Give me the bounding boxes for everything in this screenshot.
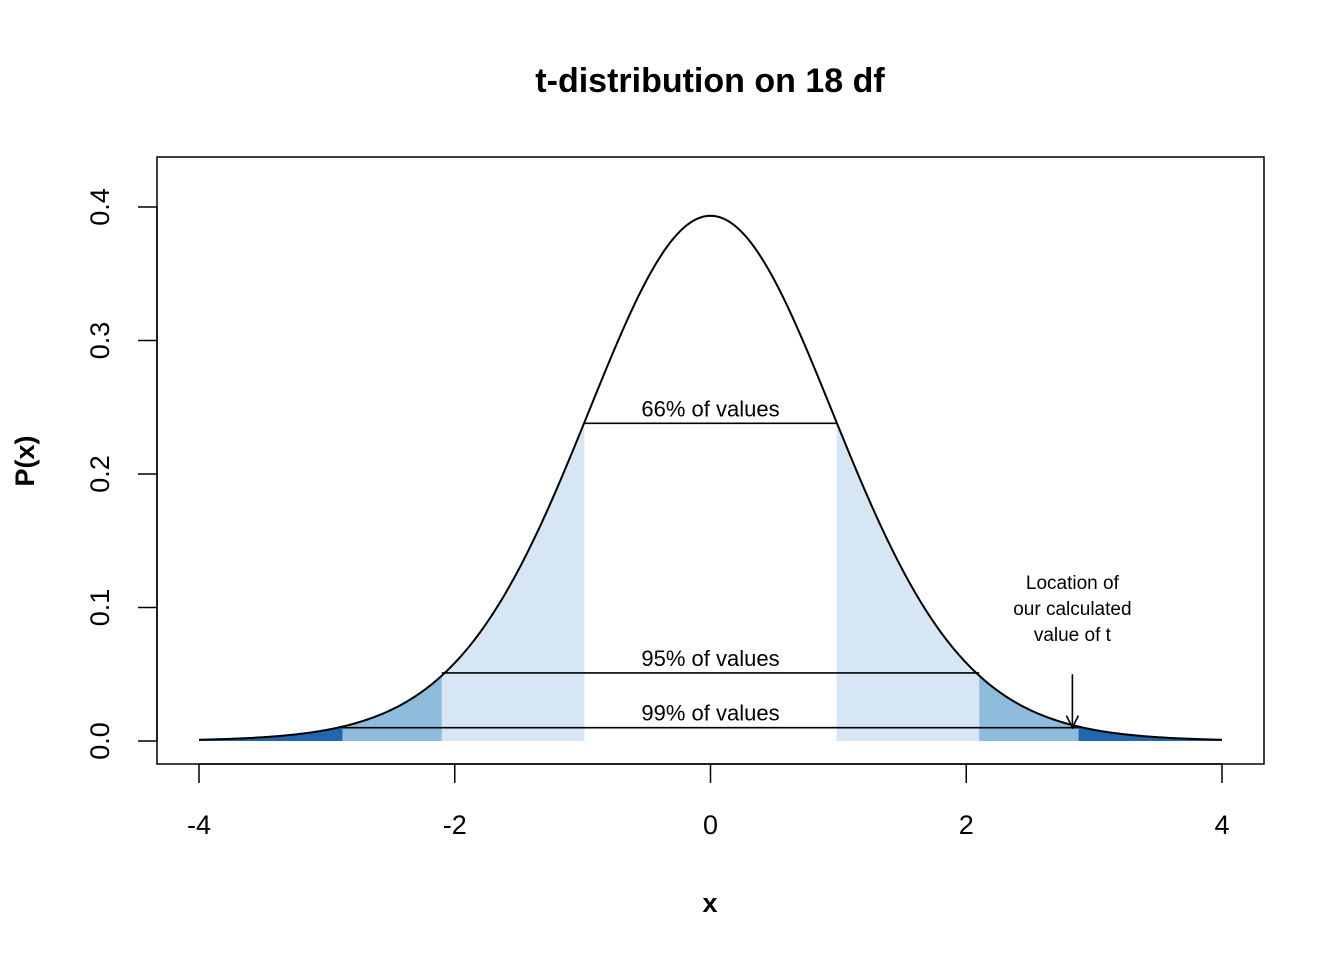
x-axis: -4 -2 0 2 4 — [187, 763, 1230, 840]
annotation-line-2: our calculated — [1013, 599, 1131, 620]
x-tick-label: 2 — [959, 810, 974, 840]
annotation-line-3: value of t — [1034, 625, 1112, 646]
y-tick-label: 0.1 — [85, 589, 115, 627]
x-tick-label: -4 — [187, 810, 211, 840]
fill-99-left — [199, 726, 343, 741]
band-label-3: 99% of values — [641, 701, 779, 726]
y-tick-label: 0.2 — [85, 455, 115, 493]
y-tick-label: 0.4 — [85, 188, 115, 226]
t-value-annotation: Location of our calculated value of t — [1013, 573, 1132, 730]
chart-title: t-distribution on 18 df — [535, 62, 885, 100]
x-tick-label: -2 — [443, 810, 467, 840]
band-label-1: 66% of values — [641, 396, 779, 421]
fill-95-right — [979, 675, 1079, 741]
x-tick-label: 0 — [703, 810, 718, 840]
band-label-2: 95% of values — [641, 646, 779, 671]
x-axis-label: x — [702, 888, 717, 918]
annotation-arrow-head — [1065, 715, 1080, 730]
annotation-line-1: Location of — [1026, 573, 1120, 594]
density-curve — [198, 214, 1223, 741]
x-tick-label: 4 — [1214, 810, 1229, 840]
fill-95-left — [342, 675, 442, 741]
y-tick-label: 0.3 — [85, 322, 115, 360]
y-axis: 0.0 0.1 0.2 0.3 0.4 — [85, 188, 158, 760]
fill-99-right — [1078, 726, 1222, 741]
y-tick-label: 0.0 — [85, 722, 115, 760]
y-axis-label: P(x) — [10, 435, 40, 486]
interval-bands: 66% of values 95% of values 99% of values — [342, 396, 1079, 729]
density-curve-layer — [198, 214, 1223, 741]
